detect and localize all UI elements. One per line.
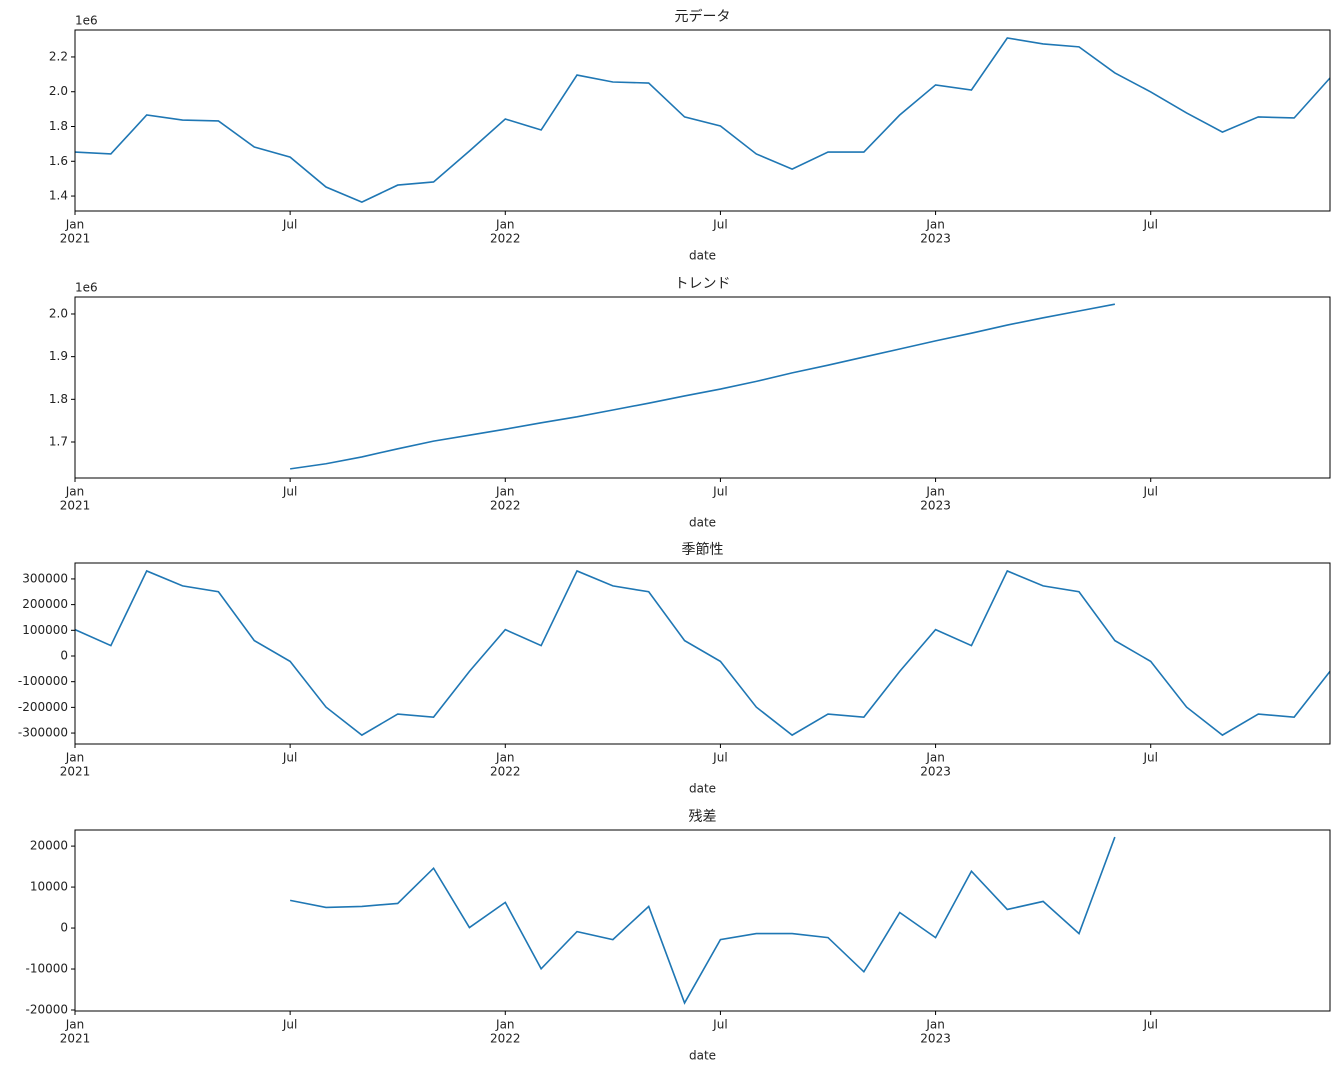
- x-tick-year: 2021: [60, 232, 91, 246]
- y-tick-label: -10000: [25, 962, 68, 976]
- x-tick-label: Jan: [65, 751, 85, 765]
- x-tick-label: Jan: [925, 1018, 945, 1032]
- series-line: [290, 303, 1116, 470]
- y-tick-label: 2.2: [49, 49, 68, 63]
- x-tick-year: 2023: [920, 1032, 951, 1046]
- y-tick-label: 20000: [30, 839, 68, 853]
- x-tick-label: Jul: [1142, 751, 1157, 765]
- x-tick-label: Jul: [1142, 485, 1157, 499]
- x-tick-year: 2023: [920, 765, 951, 779]
- y-tick-label: 10000: [30, 880, 68, 894]
- y-tick-label: -300000: [18, 726, 68, 740]
- axes-frame: [74, 829, 1331, 1012]
- x-tick-label: Jan: [495, 218, 515, 232]
- y-tick-label: 1.7: [49, 434, 68, 448]
- axes-frame: [74, 562, 1331, 745]
- x-tick-label: Jan: [65, 1018, 85, 1032]
- x-tick-label: Jul: [1142, 1018, 1157, 1032]
- y-tick-label: 1.8: [49, 392, 68, 406]
- series-line: [289, 836, 1116, 1005]
- subplot-title: トレンド: [675, 276, 731, 292]
- x-tick-year: 2021: [60, 499, 91, 513]
- x-tick-label: Jul: [282, 485, 297, 499]
- y-tick-label: 100000: [22, 623, 68, 637]
- x-tick-year: 2023: [920, 232, 951, 246]
- y-tick-label: 200000: [22, 597, 68, 611]
- y-tick-label: 1.6: [49, 154, 68, 168]
- y-tick-label: 1.8: [49, 119, 68, 133]
- x-tick-label: Jan: [495, 1018, 515, 1032]
- x-tick-label: Jan: [925, 485, 945, 499]
- y-tick-label: -200000: [18, 700, 68, 714]
- x-tick-label: Jan: [925, 218, 945, 232]
- x-tick-label: Jul: [712, 218, 727, 232]
- x-axis-label: date: [689, 516, 716, 530]
- x-tick-year: 2022: [490, 232, 521, 246]
- y-tick-label: -20000: [25, 1002, 68, 1016]
- x-tick-year: 2023: [920, 499, 951, 513]
- y-tick-label: 2.0: [49, 84, 68, 98]
- y-tick-label: 1.4: [49, 189, 68, 203]
- x-axis-label: date: [689, 249, 716, 263]
- series-line: [74, 37, 1331, 204]
- y-tick-label: 0: [60, 648, 68, 662]
- subplot-title: 元データ: [675, 8, 731, 25]
- y-tick-label: 2.0: [49, 306, 68, 320]
- x-tick-label: Jul: [712, 485, 727, 499]
- x-tick-year: 2021: [60, 765, 91, 779]
- x-tick-label: Jan: [65, 485, 85, 499]
- x-tick-year: 2021: [60, 1032, 91, 1046]
- x-tick-label: Jan: [495, 751, 515, 765]
- axes-frame: [74, 296, 1331, 479]
- subplot-title: 季節性: [682, 541, 724, 558]
- x-tick-year: 2022: [490, 765, 521, 779]
- x-tick-label: Jan: [65, 218, 85, 232]
- y-tick-label: 1.9: [49, 349, 68, 363]
- x-tick-label: Jan: [495, 485, 515, 499]
- x-tick-label: Jul: [1142, 218, 1157, 232]
- y-tick-label: 0: [60, 921, 68, 935]
- y-tick-label: -100000: [18, 674, 68, 688]
- series-line: [74, 569, 1331, 737]
- subplot-title: 残差: [689, 809, 717, 825]
- x-tick-year: 2022: [490, 499, 521, 513]
- x-tick-label: Jul: [282, 1018, 297, 1032]
- x-tick-label: Jul: [282, 218, 297, 232]
- x-axis-label: date: [689, 782, 716, 796]
- y-tick-label: 300000: [22, 571, 68, 585]
- x-axis-label: date: [689, 1049, 716, 1063]
- x-tick-year: 2022: [490, 1032, 521, 1046]
- x-tick-label: Jul: [282, 751, 297, 765]
- axes-frame: [74, 29, 1331, 212]
- x-tick-label: Jan: [925, 751, 945, 765]
- offset-text: 1e6: [75, 14, 98, 28]
- offset-text: 1e6: [75, 281, 98, 295]
- x-tick-label: Jul: [712, 751, 727, 765]
- x-tick-label: Jul: [712, 1018, 727, 1032]
